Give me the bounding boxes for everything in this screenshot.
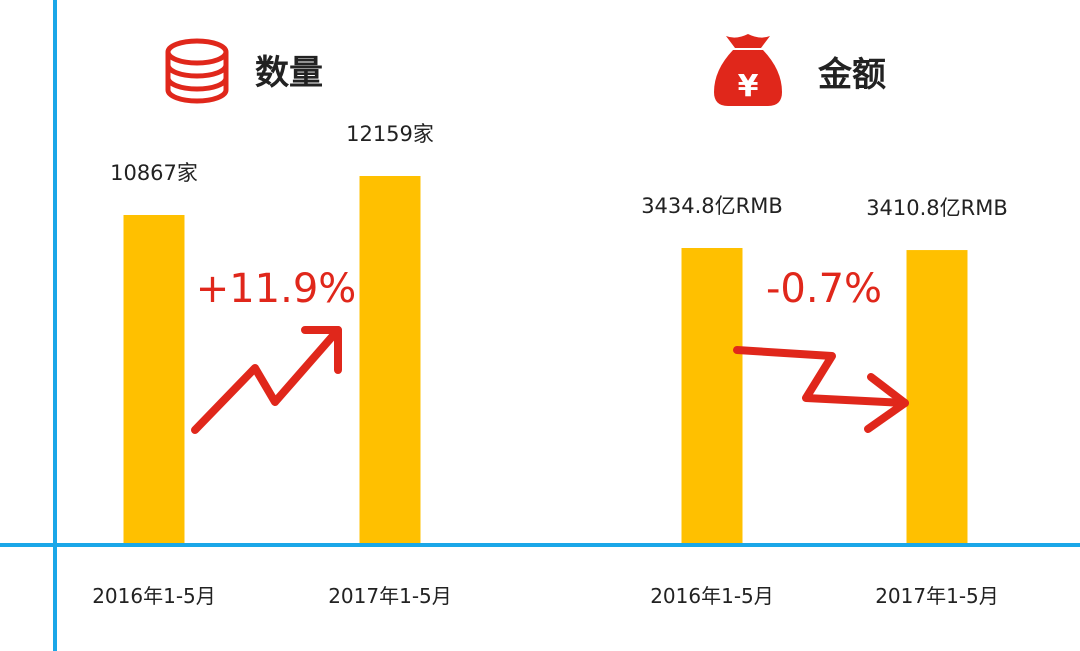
category-label-amount-2016: 2016年1-5月	[650, 584, 774, 608]
value-label-amount-2016: 3434.8亿RMB	[641, 194, 783, 218]
category-label-quantity-2016: 2016年1-5月	[92, 584, 216, 608]
change-label-quantity: +11.9%	[196, 266, 357, 312]
value-label-quantity-2016: 10867家	[110, 161, 198, 185]
change-label-amount: -0.7%	[766, 266, 882, 312]
bar-quantity-2017	[359, 176, 421, 543]
title-quantity: 数量	[255, 53, 323, 93]
money-bag-icon: ¥	[714, 34, 782, 106]
bar-amount-2017	[906, 250, 968, 543]
svg-text:¥: ¥	[738, 69, 759, 104]
category-label-quantity-2017: 2017年1-5月	[328, 584, 452, 608]
title-amount: 金额	[817, 55, 886, 95]
category-label-amount-2017: 2017年1-5月	[875, 584, 999, 608]
trend-down-arrow-icon	[733, 346, 909, 433]
database-stack-icon	[165, 38, 229, 104]
bar-amount-2016	[681, 248, 743, 543]
value-label-quantity-2017: 12159家	[346, 122, 434, 146]
bar-quantity-2016	[123, 214, 185, 544]
value-label-amount-2017: 3410.8亿RMB	[866, 196, 1008, 220]
trend-up-arrow-icon	[191, 326, 342, 434]
